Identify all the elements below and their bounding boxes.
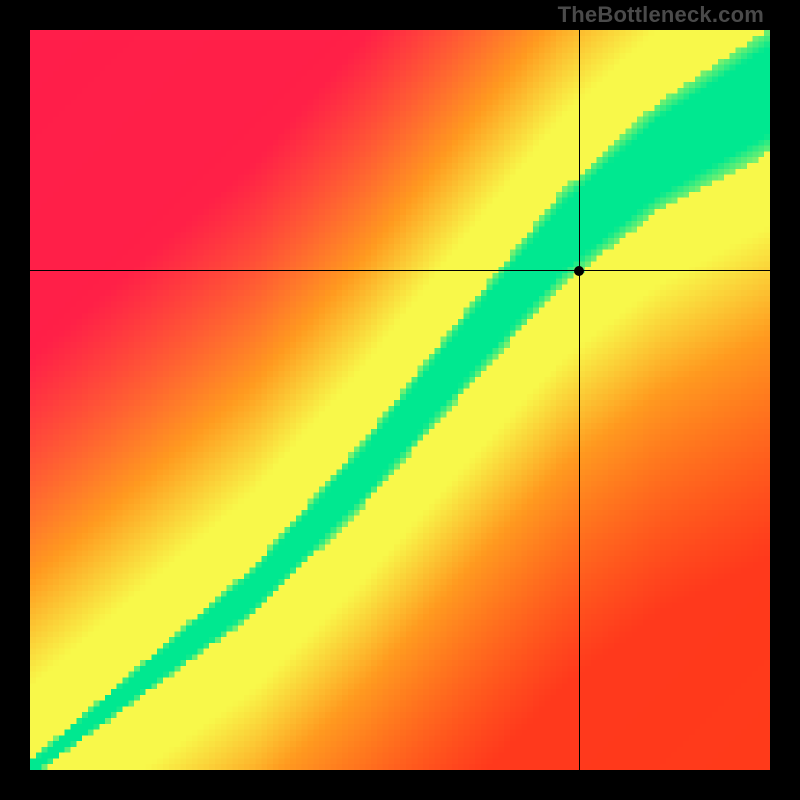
- crosshair-horizontal: [30, 270, 770, 271]
- chart-container: { "watermark": { "text": "TheBottleneck.…: [0, 0, 800, 800]
- crosshair-vertical: [579, 30, 580, 770]
- bottleneck-heatmap: [30, 30, 770, 770]
- crosshair-marker: [574, 266, 584, 276]
- watermark-text: TheBottleneck.com: [558, 2, 764, 28]
